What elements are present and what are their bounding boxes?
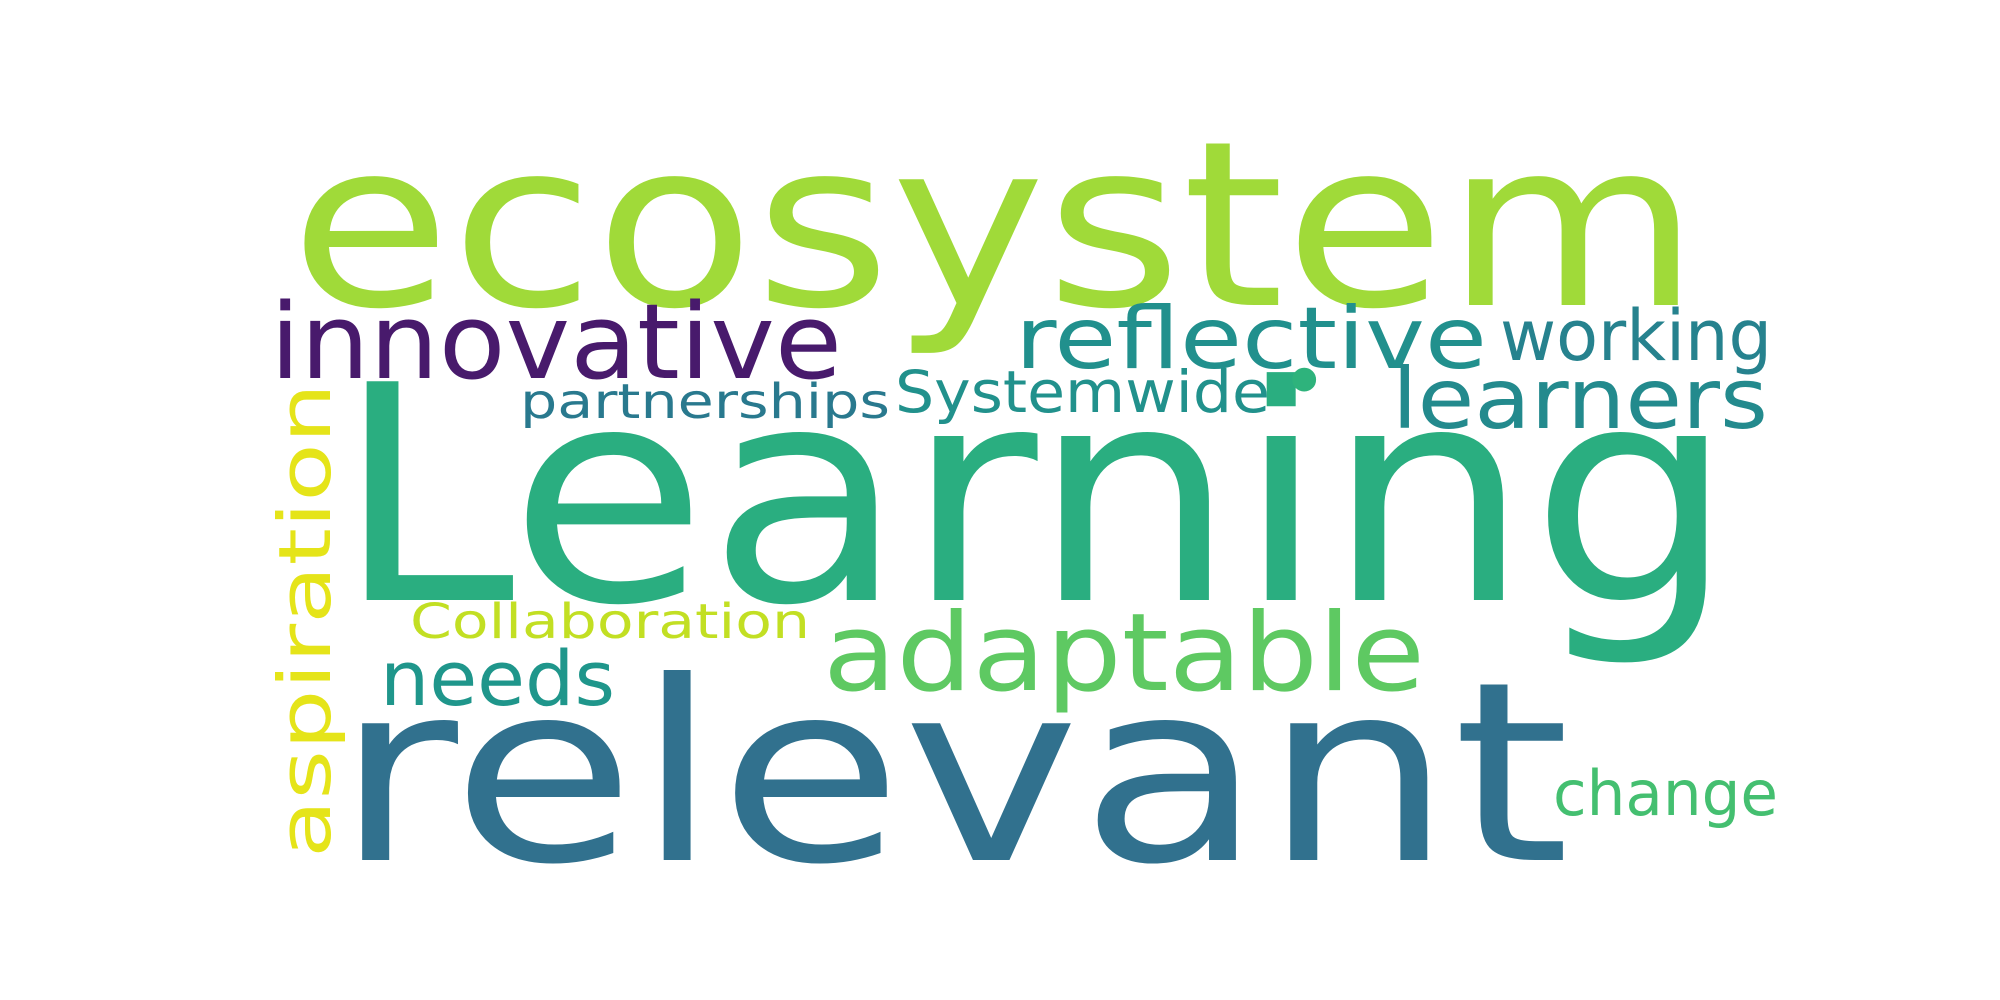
word-needs: needs	[380, 634, 615, 723]
word-ecosystem: ecosystem	[290, 93, 1700, 360]
word-collaboration: Collaboration	[410, 594, 810, 650]
word-working: working	[1500, 295, 1772, 377]
word-learning: Learning	[335, 322, 1735, 671]
word-innovative: innovative	[270, 281, 842, 403]
word-adaptable: adaptable	[823, 591, 1425, 716]
dot-mark: •	[1280, 335, 1328, 430]
word-reflective: reflective	[1015, 289, 1487, 389]
word-partnerships: partnerships	[520, 374, 890, 430]
word-change: change	[1553, 757, 1778, 830]
word-learners: learners	[1392, 350, 1768, 448]
word-systemwide: Systemwide	[895, 358, 1270, 426]
word-aspiration: aspiration	[263, 383, 347, 858]
word-relevant: relevant	[335, 628, 1570, 919]
